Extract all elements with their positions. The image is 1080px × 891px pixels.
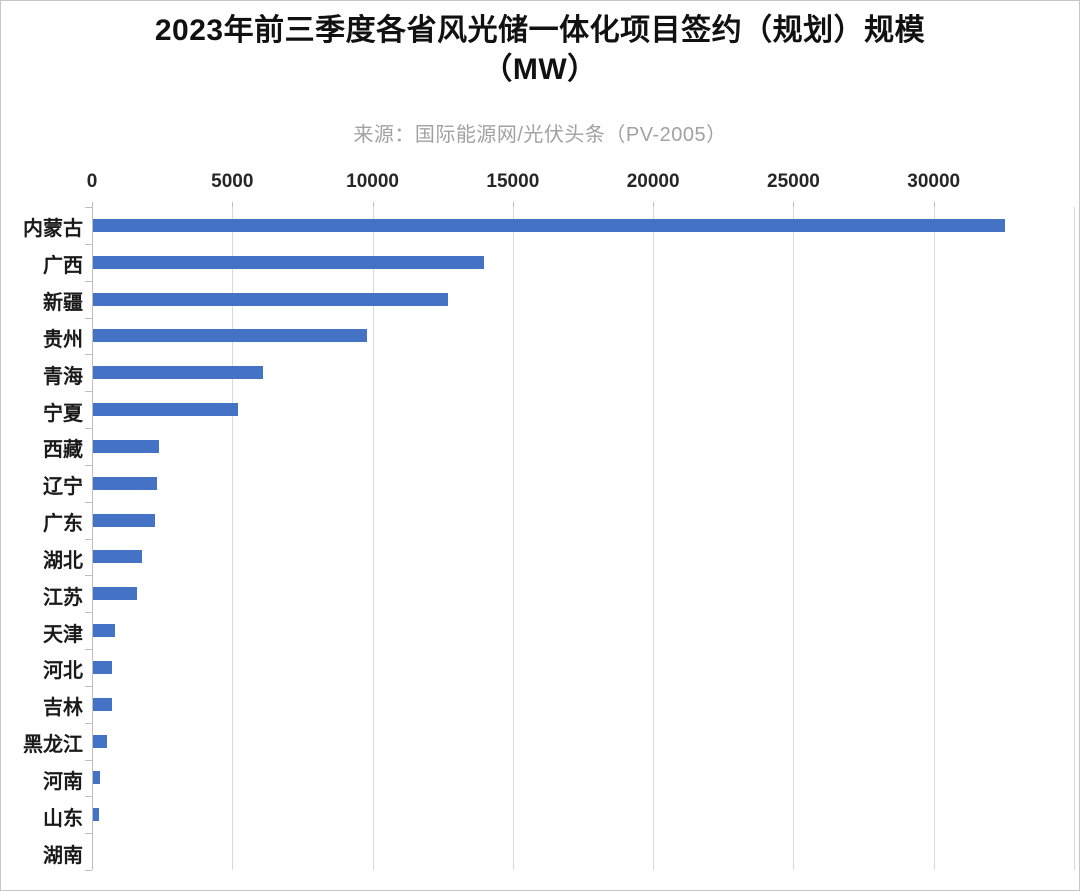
x-axis-tick-mark xyxy=(512,202,514,207)
category-axis-tick-mark xyxy=(85,575,92,576)
category-label: 宁夏 xyxy=(43,403,83,425)
category-label: 辽宁 xyxy=(43,476,83,498)
category-label: 山东 xyxy=(43,808,83,830)
chart-title-line2: （MW） xyxy=(482,53,598,86)
x-axis-tick-mark xyxy=(372,202,374,207)
x-axis-tick-label: 30000 xyxy=(907,171,961,192)
category-label: 西藏 xyxy=(43,439,83,461)
x-axis-tick-label: 20000 xyxy=(626,171,680,192)
category-label: 贵州 xyxy=(43,329,83,351)
x-gridline xyxy=(1074,207,1075,870)
x-gridline xyxy=(653,207,655,870)
category-axis-tick-mark xyxy=(85,354,92,355)
category-axis-tick-mark xyxy=(85,318,92,319)
category-label: 新疆 xyxy=(43,292,83,314)
bar xyxy=(93,219,1005,232)
category-axis-tick-mark xyxy=(85,686,92,687)
bar xyxy=(93,698,112,711)
category-label: 吉林 xyxy=(43,697,83,719)
category-axis-tick-mark xyxy=(85,649,92,650)
category-axis-tick-mark xyxy=(85,612,92,613)
x-axis-tick-mark xyxy=(933,202,935,207)
category-axis-tick-mark xyxy=(85,281,92,282)
chart-title-line1: 2023年前三季度各省风光储一体化项目签约（规划）规模 xyxy=(154,14,926,47)
bar xyxy=(93,771,100,784)
bar xyxy=(93,366,263,379)
category-axis-tick-mark xyxy=(85,539,92,540)
bar xyxy=(93,293,448,306)
category-axis-tick-mark xyxy=(85,391,92,392)
x-gridline xyxy=(793,207,795,870)
category-label: 黑龙江 xyxy=(23,734,83,756)
bar xyxy=(93,514,155,527)
category-axis-tick-mark xyxy=(85,760,92,761)
bar xyxy=(93,808,99,821)
category-axis-tick-mark xyxy=(85,833,92,834)
x-gridline xyxy=(232,207,234,870)
category-axis-line xyxy=(92,207,93,870)
category-label: 湖北 xyxy=(43,550,83,572)
x-axis-tick-label: 0 xyxy=(86,171,98,192)
bar xyxy=(93,587,137,600)
bar xyxy=(93,550,142,563)
x-axis-tick-mark xyxy=(653,202,655,207)
x-axis-tick-mark xyxy=(793,202,795,207)
category-label: 广东 xyxy=(43,513,83,535)
x-gridline xyxy=(933,207,935,870)
category-label: 河南 xyxy=(43,771,83,793)
chart-source: 来源：国际能源网/光伏头条（PV-2005） xyxy=(353,124,727,146)
category-axis-tick-mark xyxy=(85,796,92,797)
bar xyxy=(93,403,238,416)
bar xyxy=(93,624,115,637)
bar xyxy=(93,735,107,748)
bar xyxy=(93,661,112,674)
category-axis-tick-mark xyxy=(85,465,92,466)
category-label: 青海 xyxy=(43,366,83,388)
category-label: 湖南 xyxy=(43,845,83,867)
category-axis-tick-mark xyxy=(85,723,92,724)
bar xyxy=(93,477,157,490)
category-axis-tick-mark xyxy=(85,207,92,208)
x-axis-tick-label: 25000 xyxy=(767,171,820,192)
category-axis-tick-mark xyxy=(85,870,92,871)
x-axis-tick-label: 10000 xyxy=(346,171,399,192)
bar xyxy=(93,440,159,453)
x-axis-tick-label: 5000 xyxy=(211,171,254,192)
category-label: 广西 xyxy=(43,255,83,277)
category-label: 天津 xyxy=(43,624,83,646)
category-label: 内蒙古 xyxy=(23,218,83,240)
x-gridline xyxy=(372,207,374,870)
category-axis-tick-mark xyxy=(85,502,92,503)
x-gridline xyxy=(512,207,514,870)
bar xyxy=(93,329,367,342)
chart-title: 2023年前三季度各省风光储一体化项目签约（规划）规模 （MW） xyxy=(1,11,1079,89)
category-label: 河北 xyxy=(43,660,83,682)
category-axis-tick-mark xyxy=(85,428,92,429)
x-axis-tick-label: 15000 xyxy=(486,171,540,192)
x-axis-tick-mark xyxy=(232,202,234,207)
category-label: 江苏 xyxy=(43,587,83,609)
x-axis-tick-mark xyxy=(92,202,93,207)
bar xyxy=(93,256,484,269)
category-axis-tick-mark xyxy=(85,244,92,245)
